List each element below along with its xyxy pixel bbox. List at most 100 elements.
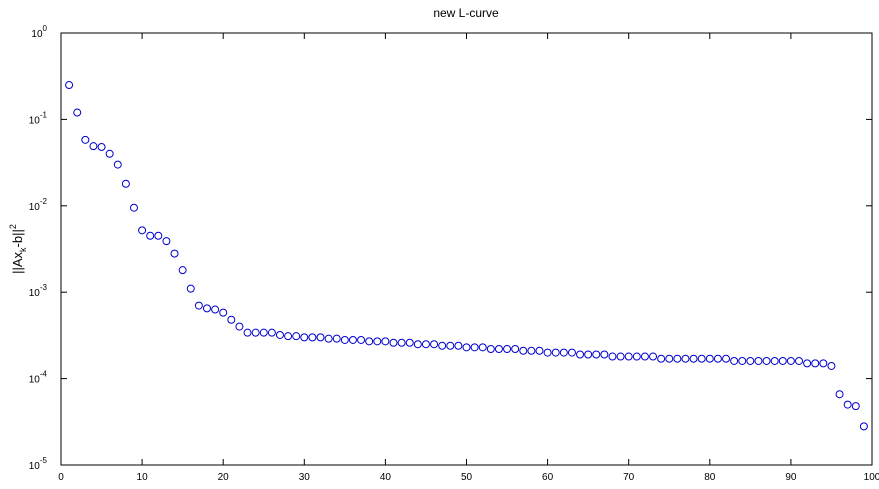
point xyxy=(811,359,820,368)
point xyxy=(438,341,447,350)
x-tick-label: 20 xyxy=(218,472,230,483)
point xyxy=(397,338,406,347)
point xyxy=(284,332,293,341)
point xyxy=(551,348,560,357)
y-tick-exponent: -2 xyxy=(40,197,48,206)
point xyxy=(462,343,471,352)
point xyxy=(267,328,276,337)
point xyxy=(713,354,722,363)
point xyxy=(754,356,763,365)
point xyxy=(657,354,666,363)
point xyxy=(511,345,520,354)
point xyxy=(251,328,260,337)
point xyxy=(300,333,309,342)
point xyxy=(381,337,390,346)
point xyxy=(154,231,163,240)
y-tick-exponent: -3 xyxy=(40,283,48,292)
y-tick-exponent: -4 xyxy=(40,370,48,379)
x-tick-label: 60 xyxy=(542,472,554,483)
point xyxy=(470,343,479,352)
point xyxy=(705,354,714,363)
point xyxy=(649,352,658,361)
y-tick-label: 10-3 xyxy=(29,283,48,299)
y-tick-base: 10 xyxy=(29,202,41,213)
y-tick-exponent: -1 xyxy=(40,110,48,119)
y-tick-exponent: -5 xyxy=(40,456,48,465)
y-tick-base: 10 xyxy=(29,288,41,299)
point xyxy=(113,160,122,169)
point xyxy=(194,301,203,310)
point xyxy=(738,356,747,365)
point xyxy=(162,237,171,246)
point xyxy=(478,343,487,352)
point xyxy=(673,354,682,363)
point xyxy=(535,346,544,355)
point xyxy=(722,354,731,363)
point xyxy=(340,335,349,344)
y-tick-base: 10 xyxy=(31,29,43,40)
point xyxy=(89,142,98,151)
point xyxy=(819,359,828,368)
point xyxy=(640,352,649,361)
point xyxy=(332,334,341,343)
point xyxy=(138,226,147,235)
point xyxy=(235,322,244,331)
point xyxy=(584,350,593,359)
point xyxy=(665,354,674,363)
point xyxy=(292,332,301,341)
point xyxy=(843,400,852,409)
y-tick-base: 10 xyxy=(29,461,41,472)
point xyxy=(762,356,771,365)
y-label-text: ||Ax xyxy=(10,251,25,273)
point xyxy=(519,346,528,355)
y-tick-label: 10-4 xyxy=(29,370,48,386)
point xyxy=(608,352,617,361)
point xyxy=(567,348,576,357)
point xyxy=(73,108,82,117)
y-label-subscript: k xyxy=(18,247,28,252)
x-tick-label: 80 xyxy=(704,472,716,483)
point xyxy=(413,340,422,349)
point xyxy=(202,304,211,313)
point xyxy=(348,335,357,344)
point xyxy=(859,422,868,431)
point xyxy=(681,354,690,363)
y-label-superscript: 2 xyxy=(8,224,18,229)
point xyxy=(592,350,601,359)
point xyxy=(746,356,755,365)
point xyxy=(97,142,106,151)
x-tick-label: 30 xyxy=(299,472,311,483)
point xyxy=(503,345,512,354)
point xyxy=(170,249,179,258)
point xyxy=(121,179,130,188)
point xyxy=(178,266,187,275)
point xyxy=(527,346,536,355)
x-tick-label: 0 xyxy=(58,472,64,483)
point xyxy=(795,356,804,365)
x-tick-label: 100 xyxy=(864,472,879,483)
point xyxy=(357,335,366,344)
point xyxy=(486,345,495,354)
chart-title: new L-curve xyxy=(433,6,499,20)
point xyxy=(275,330,284,339)
point xyxy=(770,356,779,365)
point xyxy=(365,337,374,346)
x-tick-label: 10 xyxy=(137,472,149,483)
y-tick-label: 10-1 xyxy=(29,110,48,126)
x-tick-label: 90 xyxy=(785,472,797,483)
point xyxy=(243,328,252,337)
point xyxy=(421,340,430,349)
point xyxy=(786,356,795,365)
point xyxy=(446,341,455,350)
point xyxy=(146,231,155,240)
point xyxy=(129,203,138,212)
point xyxy=(624,352,633,361)
point xyxy=(778,356,787,365)
point xyxy=(697,354,706,363)
point xyxy=(730,356,739,365)
point xyxy=(389,338,398,347)
y-label-rest: -b|| xyxy=(10,229,25,247)
point xyxy=(308,333,317,342)
